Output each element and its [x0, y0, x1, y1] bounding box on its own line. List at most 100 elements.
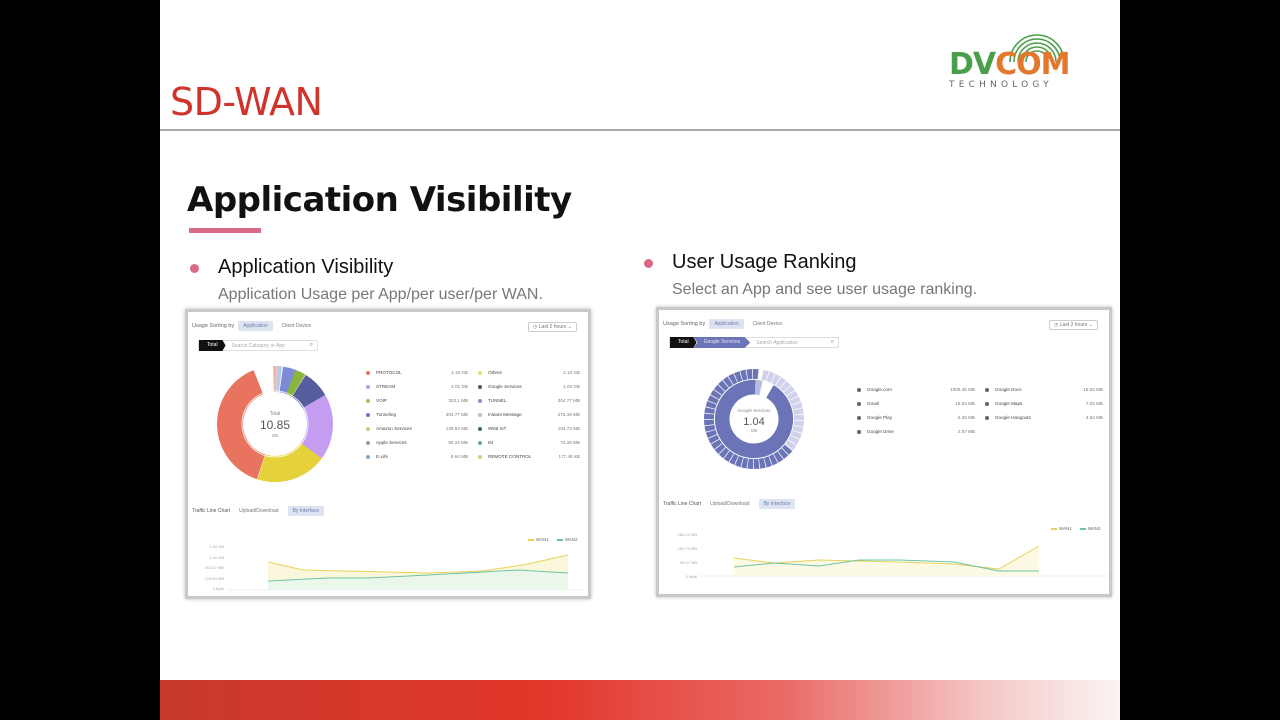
traffic-line-chart-toolbar: Traffic Line Chart Upload/Download By In…: [663, 499, 796, 509]
tab-application[interactable]: Application: [709, 319, 744, 329]
bullet-dot-icon: [190, 264, 199, 273]
legend-wan2[interactable]: WAN2: [556, 537, 578, 542]
legend-name: Instant Message: [488, 412, 522, 417]
legend-dot-icon: [366, 370, 370, 375]
crumb-total[interactable]: Total: [670, 337, 697, 348]
usage-sorting-toolbar: Usage Sorting by Application Client Devi…: [663, 319, 787, 329]
legend-name: Google Services: [488, 384, 522, 389]
donut-center-value: 10.85: [260, 418, 290, 432]
tab-upload-download[interactable]: Upload/Download: [710, 501, 750, 507]
legend-dot-icon: [478, 384, 482, 389]
traffic-line-chart[interactable]: [699, 532, 1109, 582]
legend-value: 8.64 MB: [450, 454, 468, 459]
legend-item[interactable]: E-Life 8.64 MB: [366, 454, 468, 459]
legend-item[interactable]: Others 2.13 GB: [478, 370, 580, 375]
tab-application[interactable]: Application: [238, 321, 273, 331]
legend-item[interactable]: STREAM 2.01 GB: [366, 384, 468, 389]
crumb-total[interactable]: Total: [199, 340, 226, 351]
legend-item[interactable]: Google.com 1005.45 MB: [857, 387, 975, 392]
legend-name: VOIP: [376, 398, 387, 403]
legend-name: Google Play: [867, 415, 893, 420]
section-title: SD-WAN: [170, 80, 323, 124]
legend-name: Google.com: [867, 387, 892, 392]
google-services-donut-chart[interactable]: Google Services 1.04 GB: [700, 365, 808, 473]
legend-dot-icon: [985, 415, 989, 420]
legend-item[interactable]: Google Docs 18.53 MB: [985, 387, 1103, 392]
app-legend: PROTOCOL 4.19 GB STREAM 2.01 GB VOIP 323.1 MB…: [366, 370, 586, 470]
app-visibility-screenshot: Usage Sorting by Application Client Devi…: [185, 309, 591, 599]
legend-value: 2.01 GB: [451, 384, 468, 389]
crumb-google-services[interactable]: Google Services: [693, 337, 751, 348]
legend-item[interactable]: Google Hangouts 3.84 MB: [985, 415, 1103, 420]
donut-center-value: 1.04: [743, 416, 764, 428]
legend-name: Tunneling: [376, 412, 397, 417]
legend-wan2[interactable]: WAN2: [1079, 526, 1101, 531]
legend-name: REMOTE CONTROL: [488, 454, 532, 459]
time-range-select[interactable]: ◷ Last 2 hours ⌄: [1049, 320, 1098, 330]
legend-item[interactable]: Tunneling 304.77 MB: [366, 412, 468, 417]
legend-item[interactable]: Google Services 1.04 GB: [478, 384, 580, 389]
tab-client-device[interactable]: Client Device: [281, 323, 312, 329]
search-icon[interactable]: ⌕: [309, 342, 313, 348]
legend-name: Google Drive: [867, 429, 894, 434]
legend-name: Google Hangouts: [995, 415, 1031, 420]
search-input[interactable]: Search Category or App: [231, 342, 285, 349]
y-tick-label: 95.37 MB: [679, 560, 697, 565]
tab-upload-download[interactable]: Upload/Download: [239, 508, 279, 514]
legend-value: 18.53 MB: [955, 401, 975, 406]
legend-item[interactable]: TUNNEL 304.77 MB: [478, 398, 580, 403]
legend-name: IM: [488, 440, 494, 445]
usage-donut-chart[interactable]: Total 10.85 GB: [216, 365, 334, 483]
legend-name: Others: [488, 370, 502, 375]
company-logo: DVCOM TECHNOLOGY: [946, 30, 1076, 95]
line-chart-legend: WAN1 WAN2: [1051, 526, 1101, 531]
legend-item[interactable]: VOIP 323.1 MB: [366, 398, 468, 403]
legend-item[interactable]: Google Play 5.26 MB: [857, 415, 975, 420]
legend-item[interactable]: IM 74.25 MB: [478, 440, 580, 445]
search-icon[interactable]: ⌕: [830, 339, 834, 345]
legend-name: Gmail: [867, 401, 879, 406]
app-legend: Google.com 1005.45 MB Gmail 18.53 MB Google …: [857, 387, 1103, 447]
legend-dot-icon: [366, 426, 370, 431]
legend-name: WEB IoT: [488, 426, 507, 431]
legend-dot-icon: [857, 429, 861, 434]
legend-item[interactable]: WEB IoT 104.73 MB: [478, 426, 580, 431]
footer-gradient-bar: [160, 680, 1120, 720]
search-input[interactable]: Search Application: [756, 339, 798, 346]
legend-item[interactable]: REMOTE CONTROL 177.46 KB: [478, 454, 580, 459]
legend-name: Google Maps: [995, 401, 1023, 406]
tab-client-device[interactable]: Client Device: [752, 321, 783, 327]
legend-value: 2.13 GB: [563, 370, 580, 375]
legend-item[interactable]: Instant Message 275.19 MB: [478, 412, 580, 417]
legend-item[interactable]: Google Maps 7.02 MB: [985, 401, 1103, 406]
legend-item[interactable]: Amazon Services 148.53 MB: [366, 426, 468, 431]
clock-icon: ◷: [1054, 322, 1060, 328]
donut-center-label: Google Services: [737, 408, 771, 413]
usage-sorting-toolbar: Usage Sorting by Application Client Devi…: [192, 321, 316, 331]
legend-value: 4.19 GB: [451, 370, 468, 375]
legend-wan1[interactable]: WAN1: [528, 537, 549, 542]
legend-value: 18.53 MB: [1083, 387, 1103, 392]
legend-item[interactable]: Gmail 18.53 MB: [857, 401, 975, 406]
bullet-dot-icon: [644, 259, 653, 268]
y-tick-label: 953.67 MB: [204, 565, 224, 570]
y-tick-label: 476.84 MB: [204, 575, 224, 581]
legend-dot-icon: [985, 401, 989, 406]
traffic-line-chart[interactable]: [228, 540, 588, 595]
slide: SD-WAN DVCOM TECHNOLOGY Application Visi…: [160, 0, 1120, 720]
y-tick-label: 1.40 GB: [209, 554, 224, 560]
legend-value: 90.24 MB: [448, 440, 468, 445]
legend-name: STREAM: [376, 384, 396, 389]
legend-name: PROTOCOL: [376, 370, 402, 375]
legend-wan1[interactable]: WAN1: [1051, 526, 1072, 531]
y-tick-label: 0 Byte: [685, 574, 697, 579]
tab-by-interface[interactable]: By Interface: [287, 506, 325, 516]
legend-item[interactable]: Google Drive 2.57 MB: [857, 429, 975, 434]
time-range-select[interactable]: ◷ Last 2 hours ⌄: [528, 322, 577, 332]
legend-dot-icon: [478, 398, 482, 403]
tab-by-interface[interactable]: By Interface: [758, 499, 796, 509]
legend-item[interactable]: PROTOCOL 4.19 GB: [366, 370, 468, 375]
bullet-description: Select an App and see user usage ranking…: [672, 281, 978, 298]
legend-item[interactable]: Apple Services 90.24 MB: [366, 440, 468, 445]
legend-value: 74.25 MB: [560, 440, 580, 445]
